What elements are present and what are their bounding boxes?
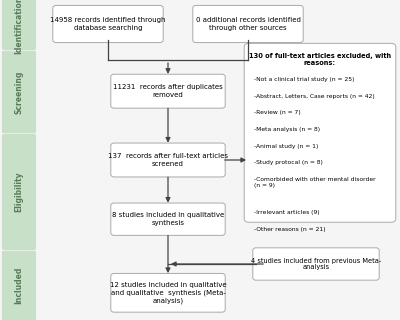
Text: 0 additional records identified
through other sources: 0 additional records identified through …	[196, 17, 300, 31]
FancyBboxPatch shape	[2, 0, 36, 50]
Text: -Other reasons (n = 21): -Other reasons (n = 21)	[254, 227, 326, 232]
FancyBboxPatch shape	[111, 273, 225, 312]
Text: Screening: Screening	[15, 70, 24, 114]
Text: -Animal study (n = 1): -Animal study (n = 1)	[254, 144, 318, 148]
FancyBboxPatch shape	[2, 51, 36, 133]
Text: 8 studies included in qualitative
synthesis: 8 studies included in qualitative synthe…	[112, 212, 224, 226]
Text: 14958 records identified through
database searching: 14958 records identified through databas…	[50, 17, 166, 31]
FancyBboxPatch shape	[111, 203, 225, 236]
Text: -Meta analysis (n = 8): -Meta analysis (n = 8)	[254, 127, 320, 132]
Text: 4 studies included from previous Meta-
analysis: 4 studies included from previous Meta- a…	[251, 258, 381, 270]
FancyBboxPatch shape	[111, 74, 225, 108]
Text: -Abstract, Letters, Case reports (n = 42): -Abstract, Letters, Case reports (n = 42…	[254, 93, 374, 99]
FancyBboxPatch shape	[53, 5, 163, 43]
FancyBboxPatch shape	[244, 43, 396, 222]
Text: -Review (n = 7): -Review (n = 7)	[254, 110, 300, 115]
Text: -Irrelevant articles (9): -Irrelevant articles (9)	[254, 210, 320, 215]
Text: -Not a clinical trial study (n = 25): -Not a clinical trial study (n = 25)	[254, 77, 354, 82]
FancyBboxPatch shape	[111, 143, 225, 177]
Text: 12 studies included in qualitative
and qualitative  synthesis (Meta-
analysis): 12 studies included in qualitative and q…	[110, 282, 226, 304]
Text: 130 of full-text articles excluded, with
reasons:: 130 of full-text articles excluded, with…	[249, 53, 391, 66]
Text: -Study protocal (n = 8): -Study protocal (n = 8)	[254, 160, 323, 165]
Text: Identification: Identification	[15, 0, 24, 54]
Text: Eligibility: Eligibility	[15, 172, 24, 212]
FancyBboxPatch shape	[193, 5, 303, 43]
Text: 137  records after full-text articles
screened: 137 records after full-text articles scr…	[108, 153, 228, 167]
Text: Included: Included	[15, 267, 24, 304]
Text: 11231  records after duplicates
removed: 11231 records after duplicates removed	[113, 84, 223, 98]
FancyBboxPatch shape	[2, 251, 36, 320]
FancyBboxPatch shape	[2, 134, 36, 250]
Text: -Comorbided with other mental disorder
(n = 9): -Comorbided with other mental disorder (…	[254, 177, 376, 188]
FancyBboxPatch shape	[253, 248, 379, 280]
